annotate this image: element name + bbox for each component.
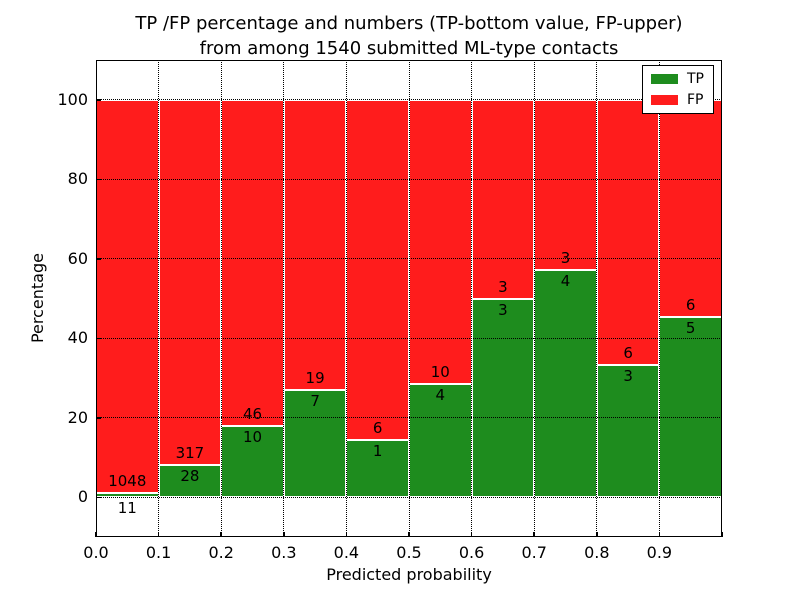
x-tick-label: 0.9 [646,543,673,562]
fp-bar [596,99,660,365]
tp-count-label: 7 [310,392,320,411]
legend-swatch-tp [651,74,678,84]
x-tickmark [157,532,160,537]
fp-count-label: 10 [430,362,450,381]
x-tickmark [220,532,222,537]
fp-count-label: 6 [372,419,383,438]
legend-row-fp: FP [651,93,704,107]
fp-bar [346,99,409,441]
x-tick-label: 0.4 [333,543,360,562]
y-axis-label: Percentage [28,253,47,344]
y-tickmark [96,258,101,260]
fp-count-label: 6 [685,295,696,314]
chart-title-line1: TP /FP percentage and numbers (TP-bottom… [135,13,683,34]
tp-count-label: 4 [560,272,571,291]
x-tick-label: 0.0 [83,543,109,562]
x-tickmark [470,532,473,537]
fp-count-label: 1048 [108,472,147,491]
x-tickmark [596,532,598,537]
y-tick-label: 100 [57,89,88,109]
x-tick-label: 0.2 [208,543,234,562]
chart-title: TP /FP percentage and numbers (TP-bottom… [96,11,722,61]
tp-bar [283,390,347,498]
fp-bar [158,99,222,465]
fp-count-label: 317 [175,443,205,462]
tp-count-label: 10 [242,428,263,447]
fp-bar [96,99,159,494]
x-tickmark [721,532,723,537]
tp-bar [471,298,535,498]
tp-count-label: 11 [117,499,137,518]
fp-count-label: 19 [305,369,325,388]
tp-bar [221,426,284,498]
y-tick-label: 60 [67,248,88,268]
y-tick-label: 80 [67,169,88,189]
y-tick-label: 0 [77,487,88,507]
tp-bar [534,270,597,498]
x-tick-label: 0.3 [271,543,297,562]
x-tickmark [533,532,535,537]
fp-count-label: 6 [623,343,633,362]
fp-bar [659,99,722,317]
fp-bar [471,99,535,299]
tp-count-label: 5 [685,318,696,337]
fp-bar [409,99,472,384]
y-tickmark [96,178,101,180]
fp-count-label: 3 [560,249,571,268]
tp-count-label: 4 [435,385,446,404]
x-tick-label: 0.7 [521,543,547,562]
y-tickmark [96,417,101,419]
fp-bar [221,99,284,427]
legend-swatch-fp [651,95,678,105]
tp-bar [96,493,159,498]
legend-row-tp: TP [651,72,704,86]
fp-count-label: 46 [242,405,263,424]
tp-count-label: 3 [623,366,633,385]
x-tickmark [408,532,410,537]
legend-label-fp: FP [687,92,704,108]
fp-bar [283,99,347,391]
tp-count-label: 28 [180,466,200,485]
x-tickmark [345,532,348,537]
x-tick-label: 0.5 [396,543,422,562]
y-tick-label: 20 [67,407,88,427]
x-axis-label: Predicted probability [326,565,492,584]
legend-label-tp: TP [687,71,704,87]
x-tick-label: 0.1 [145,543,172,562]
y-tick-label: 40 [67,328,88,348]
tp-count-label: 3 [498,300,508,319]
x-tick-label: 0.8 [584,543,610,562]
tp-count-label: 1 [372,442,383,461]
legend: TP FP [642,65,714,114]
tp-bar [346,440,409,498]
x-tickmark [658,532,661,537]
x-tickmark [95,532,97,537]
plot-area: 1048 11 317 28 46 10 19 7 6 1 10 4 3 3 3 4 6 3 6 5 TP FP [95,60,723,537]
tp-bar [659,316,722,498]
y-tickmark [96,496,101,498]
fp-count-label: 3 [498,277,508,296]
x-tickmark [283,532,285,537]
chart-title-line2: from among 1540 submitted ML-type contac… [199,38,619,59]
x-tick-label: 0.6 [458,543,485,562]
y-tickmark [96,99,101,101]
y-tickmark [96,337,101,339]
fp-bar [534,99,597,271]
